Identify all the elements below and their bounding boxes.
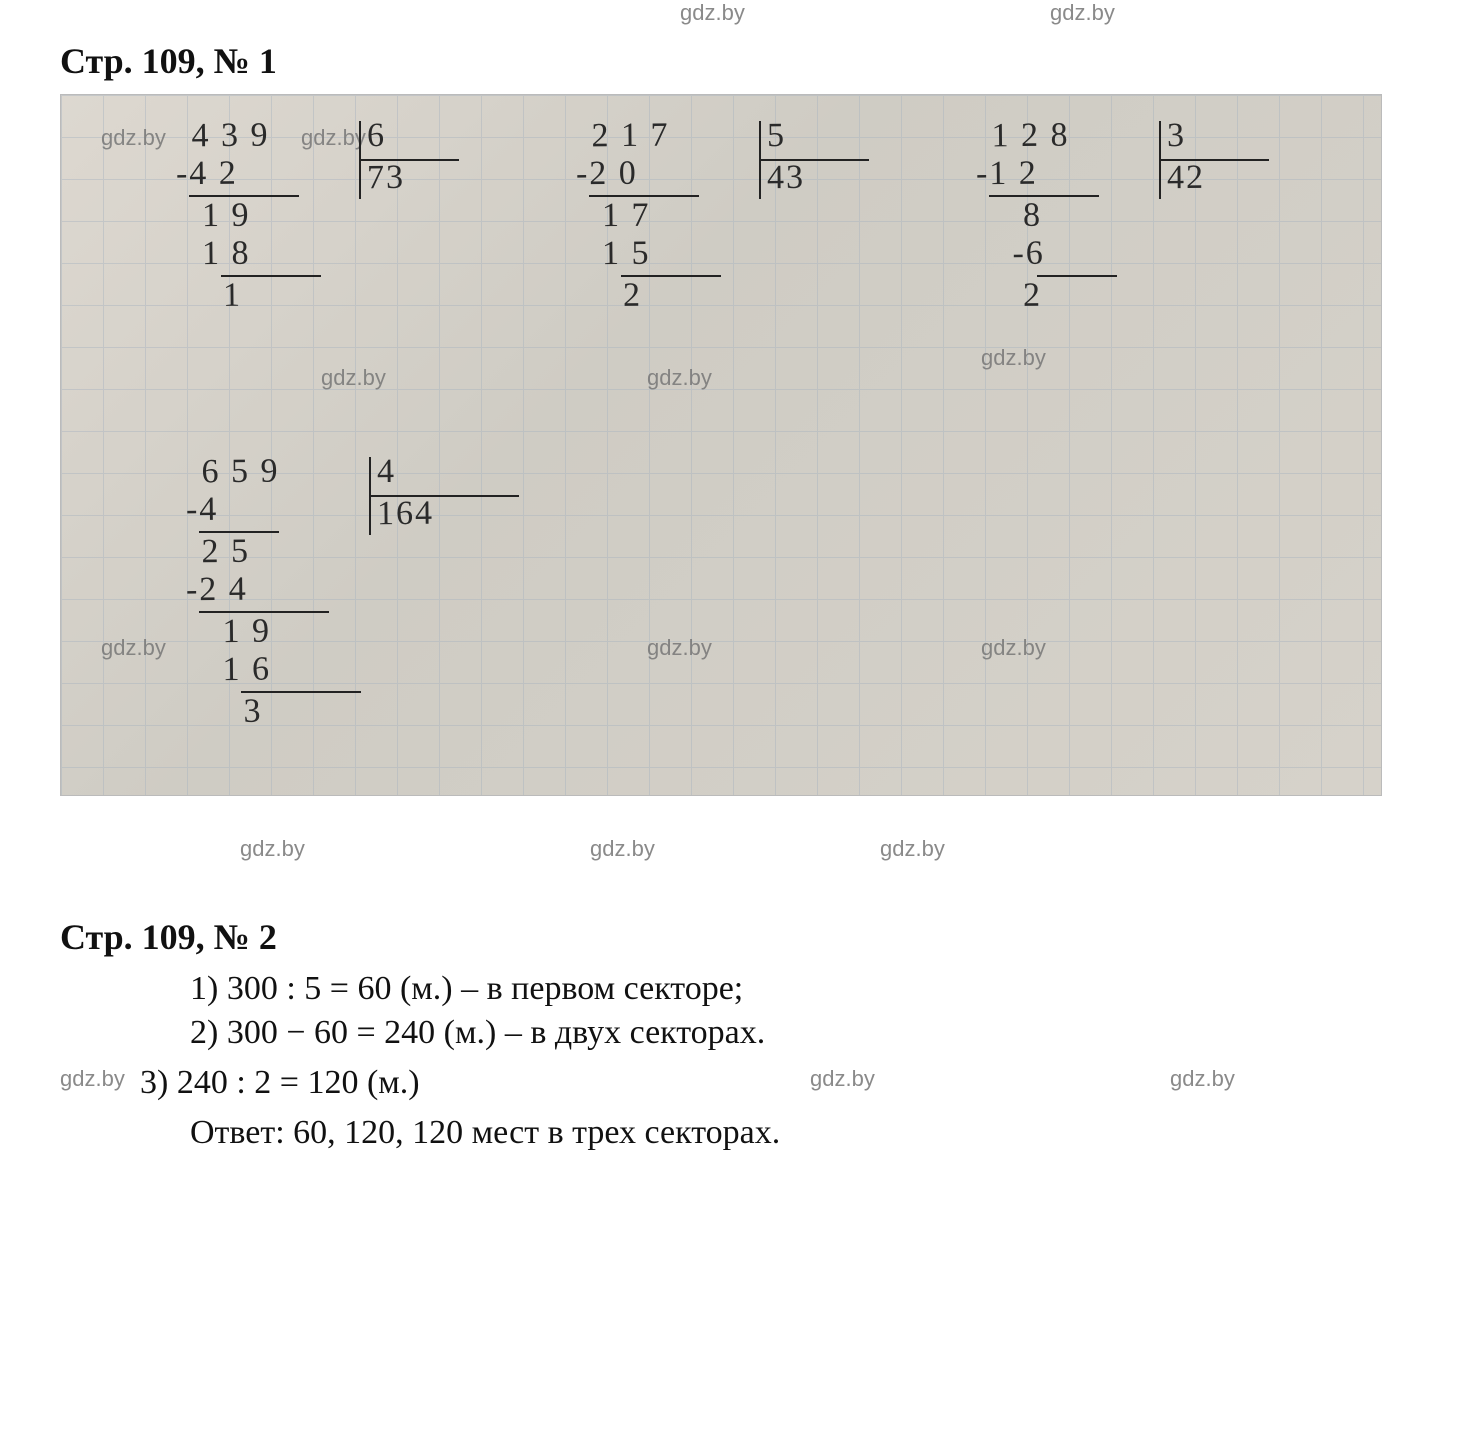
watermark: gdz.by bbox=[60, 1066, 125, 1092]
watermark: gdz.by bbox=[680, 0, 745, 26]
hw-dividend: 6 5 9 bbox=[191, 455, 280, 490]
math-line-1: 1) 300 : 5 = 60 (м.) – в первом секторе; bbox=[190, 970, 1415, 1008]
hw-underline bbox=[1037, 275, 1117, 277]
section-2: Стр. 109, № 2 1) 300 : 5 = 60 (м.) – в п… bbox=[60, 916, 1415, 1152]
hw-quotient: 43 bbox=[767, 161, 805, 195]
hw-divisor: 3 bbox=[1167, 119, 1186, 153]
answer-line: Ответ: 60, 120, 120 мест в трех секторах… bbox=[190, 1114, 1415, 1152]
watermark: gdz.by bbox=[810, 1066, 875, 1092]
watermark: gdz.by bbox=[647, 635, 712, 661]
hw-row: -1 2 bbox=[976, 157, 1038, 192]
hw-row: -2 0 bbox=[576, 157, 638, 192]
watermark: gdz.by bbox=[981, 345, 1046, 371]
watermark-row: gdz.by gdz.by gdz.by bbox=[60, 836, 1415, 886]
math-line-2: 2) 300 − 60 = 240 (м.) – в двух секторах… bbox=[190, 1014, 1415, 1052]
hw-row: 2 bbox=[581, 279, 642, 314]
hw-quotient: 73 bbox=[367, 161, 405, 195]
hw-quotient: 164 bbox=[377, 497, 434, 532]
watermark: gdz.by bbox=[981, 635, 1046, 661]
hw-row: 1 6 bbox=[191, 653, 271, 688]
hw-row: 1 8 bbox=[181, 237, 251, 272]
hw-dividend: 1 2 8 bbox=[981, 119, 1070, 154]
watermark: gdz.by bbox=[321, 365, 386, 391]
hw-row: -6 bbox=[981, 237, 1045, 272]
hw-divisor: 5 bbox=[767, 119, 786, 153]
hw-row: 1 bbox=[181, 279, 242, 314]
watermark: gdz.by bbox=[301, 125, 366, 151]
hw-row: 2 5 bbox=[191, 535, 250, 570]
heading-row-1: Стр. 109, № 1 gdz.by gdz.by bbox=[60, 40, 1415, 82]
hw-row: 3 bbox=[191, 695, 263, 730]
hw-row: 1 9 bbox=[181, 199, 251, 234]
hw-row: 8 bbox=[981, 199, 1042, 234]
hw-row: -2 4 bbox=[186, 573, 248, 608]
watermark: gdz.by bbox=[1050, 0, 1115, 26]
page-root: Стр. 109, № 1 gdz.by gdz.by gdz.by gdz.b… bbox=[0, 0, 1475, 1435]
hw-divisor: 6 bbox=[367, 119, 386, 153]
math-line-3-row: gdz.by 3) 240 : 2 = 120 (м.) gdz.by gdz.… bbox=[60, 1058, 1415, 1108]
hw-dividend: 2 1 7 bbox=[581, 119, 670, 154]
hw-row: -4 bbox=[186, 493, 219, 527]
heading-2: Стр. 109, № 2 bbox=[60, 916, 1415, 958]
hw-row: 1 9 bbox=[191, 615, 271, 650]
watermark: gdz.by bbox=[647, 365, 712, 391]
math-line-3: 3) 240 : 2 = 120 (м.) bbox=[140, 1064, 420, 1102]
hw-row: 2 bbox=[981, 279, 1042, 314]
watermark: gdz.by bbox=[590, 836, 655, 862]
hw-dividend: 4 3 9 bbox=[181, 119, 270, 154]
watermark: gdz.by bbox=[240, 836, 305, 862]
hw-row: 1 7 bbox=[581, 199, 651, 234]
hw-row: -4 2 bbox=[176, 157, 238, 192]
watermark: gdz.by bbox=[101, 635, 166, 661]
hw-divisor: 4 bbox=[377, 455, 396, 489]
hw-quotient: 42 bbox=[1167, 161, 1205, 195]
watermark: gdz.by bbox=[1170, 1066, 1235, 1092]
watermark: gdz.by bbox=[880, 836, 945, 862]
hw-row: 1 5 bbox=[581, 237, 651, 272]
handwriting-photo: gdz.by gdz.by gdz.by gdz.by gdz.by gdz.b… bbox=[60, 94, 1382, 796]
watermark: gdz.by bbox=[101, 125, 166, 151]
heading-1: Стр. 109, № 1 bbox=[60, 40, 1415, 82]
